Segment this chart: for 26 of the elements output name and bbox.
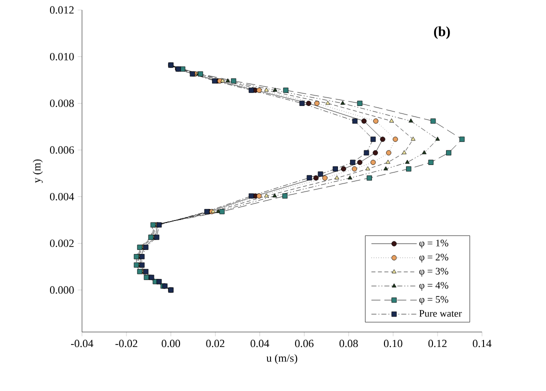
y-tick-label: 0.012	[50, 6, 74, 14]
x-tick-label: 0.14	[472, 340, 492, 348]
y-tick-label: 0.006	[50, 146, 74, 154]
x-tick-label: 0.08	[340, 340, 358, 348]
y-tick-label: 0.000	[50, 286, 74, 294]
x-axis-title: u (m/s)	[266, 354, 298, 364]
x-tick-label: 0.04	[250, 340, 270, 348]
legend-label: φ = 3%	[419, 268, 448, 277]
x-tick-label: 0.00	[162, 340, 180, 348]
legend-label: Pure water	[419, 310, 462, 317]
legend-label: φ = 4%	[419, 282, 448, 291]
x-tick-label: -0.02	[115, 340, 138, 348]
y-tick-label: 0.002	[50, 240, 74, 248]
annotation: (b)	[434, 26, 450, 40]
x-tick-label: 0.06	[295, 340, 314, 348]
x-tick-label: -0.04	[71, 340, 94, 348]
x-tick-label: 0.10	[384, 340, 402, 348]
y-tick-label: 0.010	[50, 52, 74, 60]
x-tick-label: 0.02	[206, 340, 224, 348]
y-tick-label: 0.008	[50, 100, 74, 108]
x-tick-label: 0.12	[428, 340, 447, 348]
y-tick-label: 0.004	[50, 192, 74, 200]
legend-label: φ = 5%	[419, 296, 448, 305]
y-axis-title: y (m)	[32, 159, 43, 183]
legend-label: φ = 1%	[419, 240, 448, 248]
legend-label: φ = 2%	[419, 254, 448, 262]
